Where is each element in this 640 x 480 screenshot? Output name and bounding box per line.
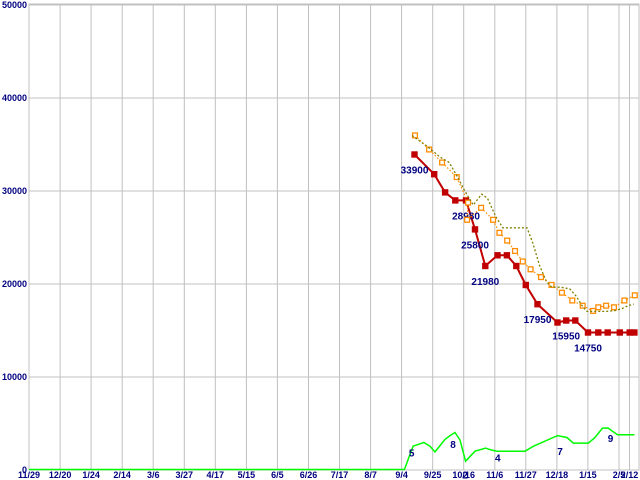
- svg-text:9/4: 9/4: [395, 470, 408, 480]
- svg-text:11/29: 11/29: [18, 470, 40, 480]
- svg-text:8/7: 8/7: [364, 470, 377, 480]
- svg-text:40000: 40000: [2, 93, 27, 103]
- svg-text:1/15: 1/15: [579, 470, 597, 480]
- svg-text:4: 4: [495, 454, 501, 465]
- svg-text:2: 2: [462, 471, 468, 480]
- svg-text:5: 5: [409, 449, 415, 460]
- svg-text:12/18: 12/18: [546, 470, 569, 480]
- svg-text:3/6: 3/6: [147, 470, 160, 480]
- svg-text:2/14: 2/14: [113, 470, 131, 480]
- svg-text:9/25: 9/25: [424, 470, 442, 480]
- svg-text:4/17: 4/17: [207, 470, 225, 480]
- svg-text:6/26: 6/26: [300, 470, 318, 480]
- svg-text:30000: 30000: [2, 186, 27, 196]
- svg-text:5/15: 5/15: [238, 470, 256, 480]
- svg-text:11/6: 11/6: [486, 470, 503, 480]
- svg-text:2/12: 2/12: [621, 470, 639, 480]
- svg-text:6/5: 6/5: [271, 470, 284, 480]
- svg-text:12/20: 12/20: [49, 470, 72, 480]
- svg-text:9: 9: [608, 434, 614, 445]
- svg-text:10000: 10000: [2, 372, 27, 382]
- svg-text:21980: 21980: [471, 277, 499, 288]
- svg-text:15950: 15950: [552, 332, 580, 343]
- svg-text:7: 7: [557, 447, 563, 458]
- svg-text:7/17: 7/17: [331, 470, 349, 480]
- svg-text:20000: 20000: [2, 279, 27, 289]
- svg-text:17950: 17950: [524, 315, 552, 326]
- svg-text:8: 8: [450, 440, 456, 451]
- svg-text:11/27: 11/27: [515, 470, 537, 480]
- svg-text:3/27: 3/27: [176, 470, 194, 480]
- svg-text:33900: 33900: [401, 166, 429, 177]
- svg-text:14750: 14750: [574, 344, 602, 355]
- svg-text:50000: 50000: [2, 0, 27, 10]
- svg-text:25800: 25800: [461, 240, 489, 251]
- svg-text:1/24: 1/24: [82, 470, 100, 480]
